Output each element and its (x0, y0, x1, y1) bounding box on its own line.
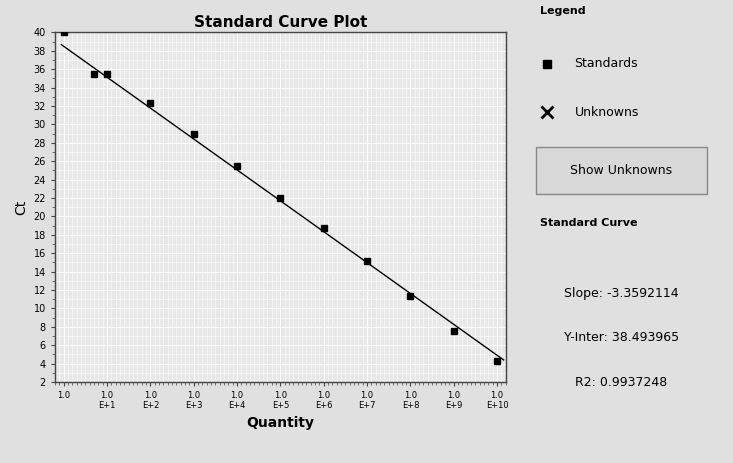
Text: Y-Inter: 38.493965: Y-Inter: 38.493965 (564, 332, 679, 344)
Y-axis label: Ct: Ct (14, 200, 28, 215)
Text: Slope: -3.3592114: Slope: -3.3592114 (564, 287, 679, 300)
FancyBboxPatch shape (536, 147, 707, 194)
Text: Legend: Legend (539, 6, 585, 16)
Title: Standard Curve Plot: Standard Curve Plot (194, 15, 367, 30)
Text: Show Unknowns: Show Unknowns (570, 164, 672, 177)
Text: R2: 0.9937248: R2: 0.9937248 (575, 376, 667, 389)
Text: Unknowns: Unknowns (575, 106, 639, 119)
Text: Standard Curve: Standard Curve (539, 218, 637, 228)
Text: Standards: Standards (575, 57, 638, 70)
X-axis label: Quantity: Quantity (246, 416, 314, 430)
